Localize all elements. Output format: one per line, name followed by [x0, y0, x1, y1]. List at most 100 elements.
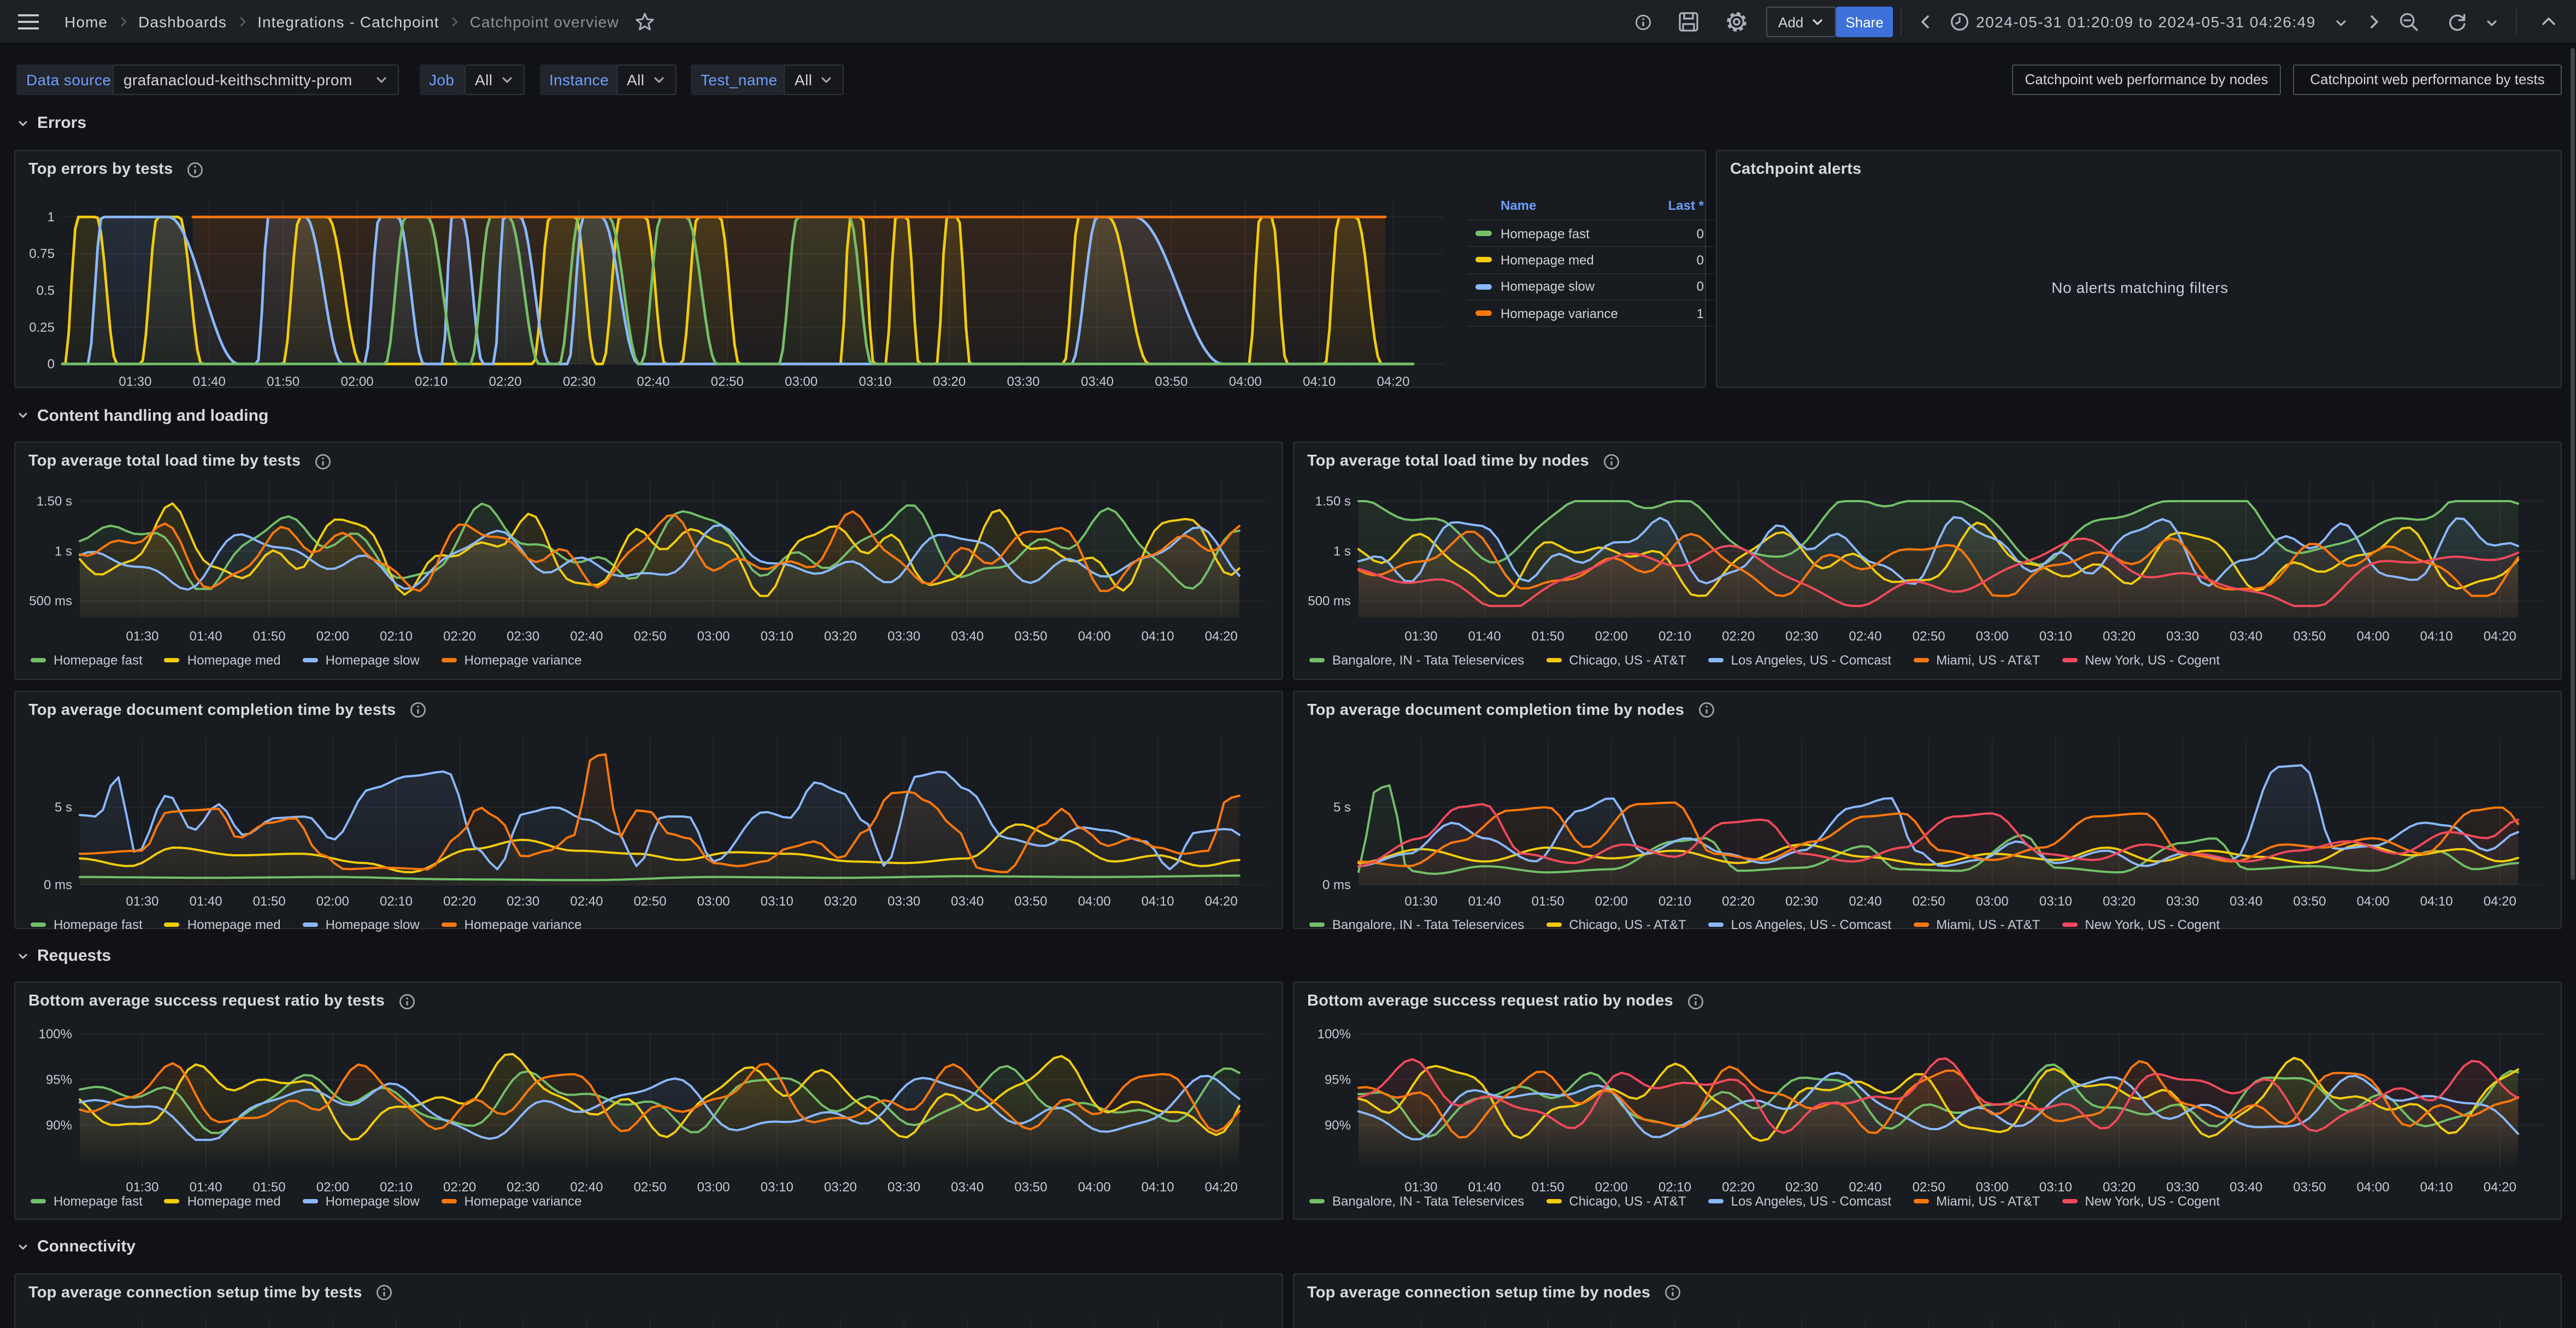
svg-text:100%: 100% — [1318, 1027, 1351, 1042]
svg-text:95%: 95% — [46, 1073, 72, 1088]
svg-text:03:40: 03:40 — [951, 629, 984, 644]
svg-text:03:40: 03:40 — [2230, 1180, 2262, 1195]
svg-text:04:20: 04:20 — [2484, 629, 2516, 644]
svg-text:01:40: 01:40 — [193, 374, 226, 389]
svg-text:02:40: 02:40 — [637, 374, 669, 389]
svg-text:03:00: 03:00 — [697, 894, 730, 908]
svg-text:01:50: 01:50 — [253, 1180, 286, 1195]
svg-text:04:10: 04:10 — [1142, 894, 1174, 908]
svg-text:03:20: 03:20 — [824, 1180, 857, 1195]
svg-text:02:40: 02:40 — [570, 1180, 603, 1195]
svg-text:03:10: 03:10 — [859, 374, 892, 389]
svg-text:03:20: 03:20 — [2103, 629, 2136, 644]
svg-text:03:30: 03:30 — [887, 629, 920, 644]
svg-text:01:30: 01:30 — [1404, 894, 1437, 908]
svg-text:03:00: 03:00 — [785, 374, 818, 389]
svg-text:01:50: 01:50 — [267, 374, 299, 389]
svg-text:03:50: 03:50 — [1014, 894, 1047, 908]
svg-text:02:10: 02:10 — [380, 1180, 413, 1195]
svg-text:02:50: 02:50 — [1913, 629, 1945, 644]
svg-text:02:50: 02:50 — [634, 629, 667, 644]
svg-text:04:00: 04:00 — [1229, 374, 1262, 389]
svg-text:02:40: 02:40 — [570, 894, 603, 908]
svg-text:03:20: 03:20 — [824, 894, 857, 908]
svg-text:0.25: 0.25 — [29, 320, 55, 335]
svg-text:0.75: 0.75 — [29, 246, 55, 261]
svg-text:03:10: 03:10 — [761, 629, 793, 644]
svg-text:01:30: 01:30 — [126, 1180, 158, 1195]
svg-text:0 ms: 0 ms — [1322, 877, 1351, 892]
svg-text:04:20: 04:20 — [1205, 894, 1238, 908]
svg-text:03:50: 03:50 — [2293, 894, 2326, 908]
svg-text:03:00: 03:00 — [1976, 1180, 2009, 1195]
svg-text:03:00: 03:00 — [1976, 629, 2009, 644]
svg-text:03:50: 03:50 — [2293, 629, 2326, 644]
svg-text:03:40: 03:40 — [2230, 894, 2262, 908]
svg-text:03:40: 03:40 — [951, 894, 984, 908]
svg-text:04:10: 04:10 — [1142, 629, 1174, 644]
svg-text:04:20: 04:20 — [2484, 1180, 2516, 1195]
svg-text:04:00: 04:00 — [2357, 894, 2390, 908]
svg-text:02:50: 02:50 — [634, 894, 667, 908]
svg-text:01:40: 01:40 — [190, 894, 222, 908]
svg-text:02:30: 02:30 — [1785, 629, 1818, 644]
svg-text:01:50: 01:50 — [1532, 629, 1565, 644]
svg-text:03:00: 03:00 — [697, 1180, 730, 1195]
svg-text:03:10: 03:10 — [2039, 1180, 2072, 1195]
svg-text:04:20: 04:20 — [1377, 374, 1410, 389]
svg-text:04:00: 04:00 — [1078, 629, 1111, 644]
svg-text:02:20: 02:20 — [443, 1180, 476, 1195]
svg-text:500 ms: 500 ms — [29, 594, 72, 609]
svg-text:04:10: 04:10 — [2420, 1180, 2453, 1195]
svg-text:02:00: 02:00 — [1595, 629, 1628, 644]
svg-text:04:00: 04:00 — [1078, 894, 1111, 908]
svg-text:01:40: 01:40 — [190, 629, 222, 644]
svg-text:02:50: 02:50 — [1913, 1180, 1945, 1195]
svg-text:03:50: 03:50 — [1014, 1180, 1047, 1195]
svg-text:01:50: 01:50 — [253, 894, 286, 908]
svg-text:03:40: 03:40 — [951, 1180, 984, 1195]
svg-text:03:20: 03:20 — [933, 374, 966, 389]
svg-text:02:00: 02:00 — [316, 894, 349, 908]
svg-text:03:50: 03:50 — [2293, 1180, 2326, 1195]
svg-text:02:50: 02:50 — [711, 374, 744, 389]
svg-text:03:10: 03:10 — [761, 1180, 793, 1195]
svg-text:02:10: 02:10 — [415, 374, 448, 389]
svg-text:01:40: 01:40 — [190, 1180, 222, 1195]
svg-text:03:30: 03:30 — [2166, 629, 2199, 644]
svg-text:95%: 95% — [1325, 1073, 1351, 1088]
svg-text:03:30: 03:30 — [2166, 894, 2199, 908]
svg-text:03:20: 03:20 — [2103, 1180, 2136, 1195]
svg-text:02:40: 02:40 — [1849, 629, 1881, 644]
svg-text:03:10: 03:10 — [2039, 894, 2072, 908]
svg-text:04:20: 04:20 — [2484, 894, 2516, 908]
svg-text:1 s: 1 s — [1333, 544, 1351, 559]
svg-text:02:10: 02:10 — [1658, 1180, 1691, 1195]
svg-text:100%: 100% — [39, 1027, 72, 1042]
svg-text:500 ms: 500 ms — [1308, 594, 1351, 609]
svg-text:02:20: 02:20 — [489, 374, 522, 389]
svg-text:01:50: 01:50 — [1532, 1180, 1565, 1195]
svg-text:03:20: 03:20 — [2103, 894, 2136, 908]
svg-text:02:20: 02:20 — [1722, 1180, 1755, 1195]
svg-text:02:20: 02:20 — [1722, 894, 1755, 908]
svg-text:0.5: 0.5 — [37, 284, 55, 298]
svg-text:02:40: 02:40 — [1849, 894, 1881, 908]
svg-text:1 s: 1 s — [55, 544, 72, 559]
svg-text:03:40: 03:40 — [1081, 374, 1114, 389]
svg-text:03:50: 03:50 — [1155, 374, 1187, 389]
svg-text:02:50: 02:50 — [1913, 894, 1945, 908]
svg-text:02:50: 02:50 — [634, 1180, 667, 1195]
svg-text:02:30: 02:30 — [1785, 1180, 1818, 1195]
svg-text:02:30: 02:30 — [507, 629, 539, 644]
svg-text:90%: 90% — [1325, 1118, 1351, 1133]
svg-text:03:50: 03:50 — [1014, 629, 1047, 644]
svg-text:04:10: 04:10 — [2420, 629, 2453, 644]
svg-text:1: 1 — [48, 210, 55, 225]
svg-text:0 ms: 0 ms — [44, 877, 72, 892]
svg-text:02:00: 02:00 — [341, 374, 374, 389]
svg-text:02:00: 02:00 — [1595, 1180, 1628, 1195]
svg-text:02:00: 02:00 — [316, 629, 349, 644]
svg-text:03:00: 03:00 — [1976, 894, 2009, 908]
svg-text:04:10: 04:10 — [1142, 1180, 1174, 1195]
